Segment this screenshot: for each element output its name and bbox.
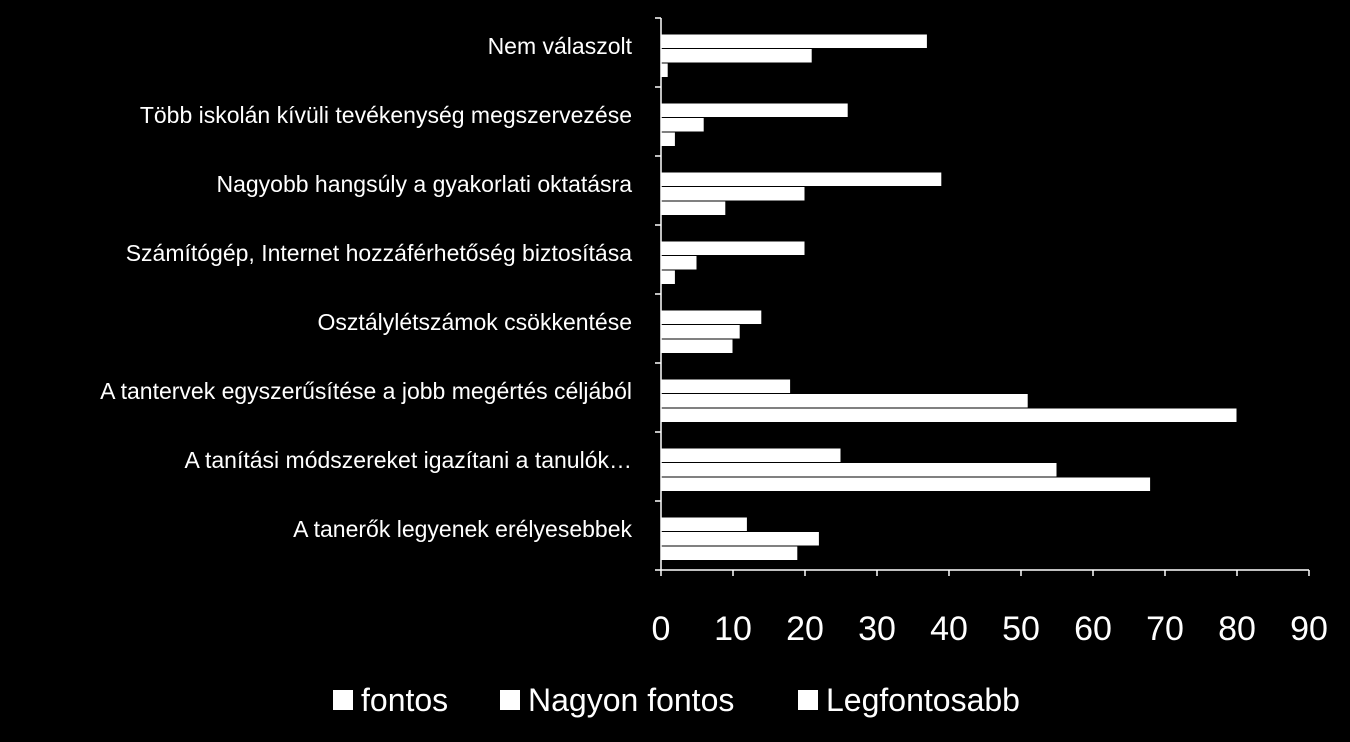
bar-6-series-2 bbox=[660, 393, 1029, 409]
bar-1-series-3 bbox=[660, 62, 669, 78]
x-tick-label: 60 bbox=[1074, 610, 1112, 648]
x-tick-label: 90 bbox=[1290, 610, 1328, 648]
category-label: A tanítási módszereket igazítani a tanul… bbox=[185, 447, 632, 473]
bar-5-series-2 bbox=[660, 324, 741, 340]
category-label: A tantervek egyszerűsítése a jobb megért… bbox=[100, 378, 632, 404]
legend-swatch bbox=[333, 690, 353, 710]
bar-1-series-2 bbox=[660, 48, 813, 64]
x-tick-label: 30 bbox=[858, 610, 896, 648]
bar-4-series-1 bbox=[660, 240, 806, 256]
x-tick-label: 70 bbox=[1146, 610, 1184, 648]
x-tick-label: 20 bbox=[786, 610, 824, 648]
category-labels: Nem válaszolt Több iskolán kívüli tevéken… bbox=[100, 33, 632, 542]
bar-5-series-3 bbox=[660, 338, 734, 354]
x-tick-label: 0 bbox=[652, 610, 671, 648]
bar-4-series-3 bbox=[660, 269, 676, 285]
axes-group bbox=[655, 17, 1310, 576]
legend: fontos Nagyon fontos Legfontosabb bbox=[333, 682, 1020, 718]
category-label: Nem válaszolt bbox=[488, 33, 633, 59]
legend-label: fontos bbox=[361, 682, 448, 718]
x-tick-label: 40 bbox=[930, 610, 968, 648]
bar-6-series-1 bbox=[660, 378, 792, 394]
bar-3-series-2 bbox=[660, 186, 806, 202]
x-tick-label: 10 bbox=[714, 610, 752, 648]
legend-label: Legfontosabb bbox=[826, 682, 1020, 718]
bar-5-series-1 bbox=[660, 309, 763, 325]
x-tick-label: 50 bbox=[1002, 610, 1040, 648]
bar-8-series-2 bbox=[660, 531, 820, 547]
bar-3-series-3 bbox=[660, 200, 727, 216]
bar-2-series-1 bbox=[660, 102, 849, 118]
legend-swatch bbox=[798, 690, 818, 710]
bar-3-series-1 bbox=[660, 171, 943, 187]
bar-7-series-1 bbox=[660, 447, 842, 463]
bars-group bbox=[660, 33, 1238, 561]
category-label: Több iskolán kívüli tevékenység megszerv… bbox=[140, 102, 632, 128]
bar-2-series-2 bbox=[660, 117, 705, 133]
category-label: A tanerők legyenek erélyesebbek bbox=[293, 516, 632, 542]
bar-8-series-3 bbox=[660, 545, 799, 561]
bar-1-series-1 bbox=[660, 33, 928, 49]
category-label: Osztálylétszámok csökkentése bbox=[318, 309, 632, 335]
legend-swatch bbox=[500, 690, 520, 710]
category-label: Nagyobb hangsúly a gyakorlati oktatásra bbox=[216, 171, 632, 197]
bar-7-series-3 bbox=[660, 476, 1152, 492]
bar-2-series-3 bbox=[660, 131, 676, 147]
bar-8-series-1 bbox=[660, 516, 748, 532]
x-tick-label: 80 bbox=[1218, 610, 1256, 648]
bar-4-series-2 bbox=[660, 255, 698, 271]
bar-7-series-2 bbox=[660, 462, 1058, 478]
category-label: Számítógép, Internet hozzáférhetőség biz… bbox=[126, 240, 633, 266]
bar-6-series-3 bbox=[660, 407, 1238, 423]
legend-label: Nagyon fontos bbox=[528, 682, 734, 718]
x-tick-labels: 0 10 20 30 40 50 60 70 80 90 bbox=[652, 610, 1328, 648]
